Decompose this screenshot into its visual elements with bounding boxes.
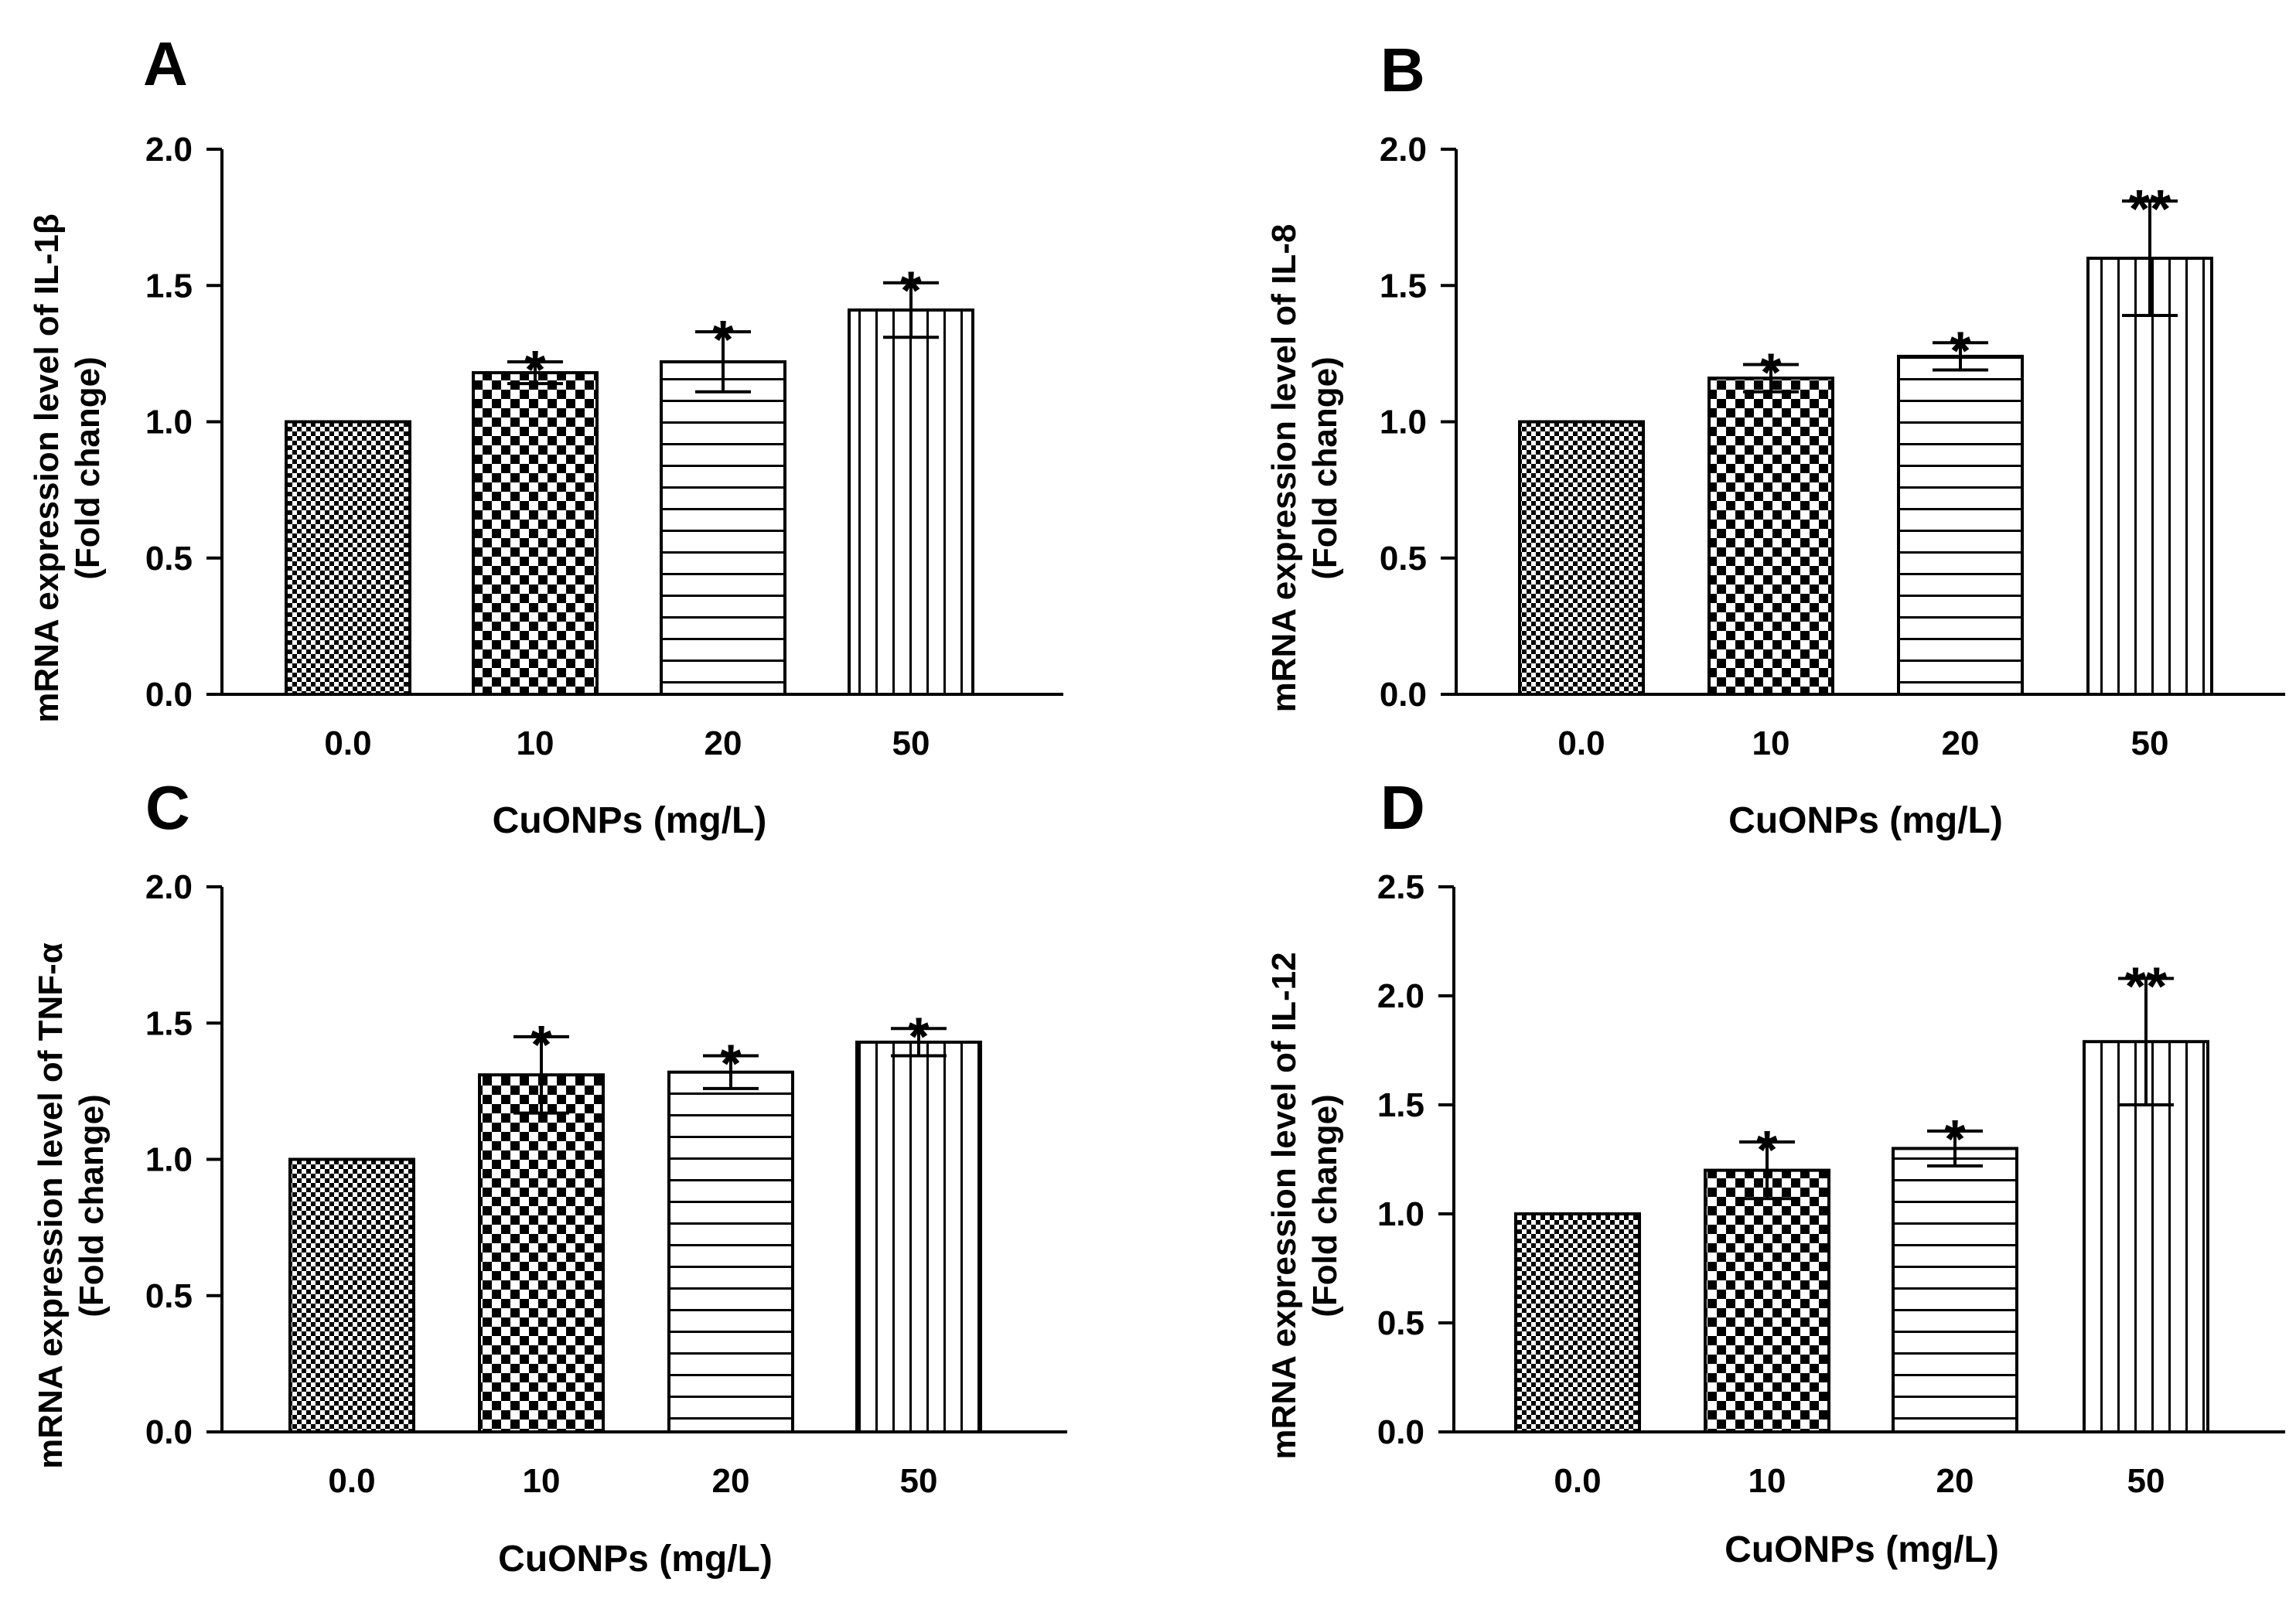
- bar-10: [1708, 377, 1834, 696]
- y-axis-title: mRNA expression level of IL-1β: [28, 213, 66, 723]
- bar-50: [855, 1040, 982, 1434]
- significance-marker: **: [2125, 956, 2168, 1016]
- bar-20: [660, 360, 786, 696]
- bar-10: [472, 371, 599, 696]
- panel-label: D: [1380, 773, 1425, 842]
- significance-marker: *: [720, 1034, 742, 1094]
- y-tick-label: 2.5: [1377, 868, 1424, 906]
- y-tick-label: 2.0: [145, 868, 193, 906]
- bar-50: [2083, 1040, 2209, 1433]
- significance-marker: *: [1756, 1120, 1778, 1180]
- chart-panel-d: D 0.0 0.5 1.0 1.5 2.0 2.5 mRNA expression level…: [1265, 773, 2285, 1570]
- y-axis-title: mRNA expression level of IL-12: [1265, 952, 1303, 1459]
- x-tick-label: 50: [900, 1462, 938, 1500]
- bar-0.0: [288, 1157, 415, 1433]
- y-tick-label: 0.5: [1377, 1304, 1424, 1342]
- y-tick-label: 0.0: [1380, 676, 1427, 714]
- bar-0.0: [1514, 1212, 1641, 1433]
- y-tick-label: 2.0: [1380, 131, 1427, 169]
- x-tick-label: 20: [1936, 1462, 1974, 1500]
- y-tick-label: 0.5: [145, 540, 193, 578]
- x-tick-label: 50: [2131, 724, 2169, 762]
- significance-marker: **: [2129, 179, 2171, 239]
- bar-20: [667, 1070, 794, 1433]
- x-tick-label: 10: [1748, 1462, 1786, 1500]
- y-tick-label: 0.0: [145, 1413, 193, 1451]
- bar-0.0: [1518, 420, 1645, 696]
- x-tick-label: 0.0: [324, 724, 371, 762]
- y-tick-label: 1.0: [1377, 1195, 1424, 1233]
- y-tick-label: 1.5: [1380, 267, 1427, 305]
- significance-marker: *: [531, 1014, 552, 1075]
- bar-50: [848, 308, 974, 696]
- significance-marker: *: [908, 1006, 930, 1066]
- x-tick-label: 10: [1752, 724, 1790, 762]
- chart-panel-a: A 0.0 0.5 1.0 1.5 2.0 mRNA expression level of…: [28, 29, 1063, 841]
- y-axis-subtitle: (Fold change): [1306, 356, 1344, 579]
- bar-20: [1892, 1147, 2018, 1434]
- significance-marker: *: [1950, 320, 1971, 380]
- x-tick-label: 0.0: [1557, 724, 1605, 762]
- x-tick-label: 20: [712, 1462, 750, 1500]
- y-tick-label: 0.0: [1377, 1413, 1424, 1451]
- y-tick-label: 0.0: [145, 676, 193, 714]
- y-axis-title: mRNA expression level of IL-8: [1265, 224, 1303, 713]
- significance-marker: *: [524, 339, 546, 400]
- chart-panel-b: B 0.0 0.5 1.0 1.5 2.0 mRNA expression level of…: [1265, 36, 2285, 841]
- y-tick-label: 1.0: [145, 404, 193, 441]
- y-tick-label: 2.0: [1377, 977, 1424, 1015]
- y-tick-label: 1.0: [1380, 404, 1427, 441]
- x-axis-title: CuONPs (mg/L): [498, 1539, 773, 1580]
- x-tick-label: 10: [523, 1462, 561, 1500]
- significance-marker: *: [900, 261, 922, 321]
- y-tick-label: 0.5: [1380, 540, 1427, 578]
- significance-marker: *: [712, 309, 734, 370]
- y-axis-subtitle: (Fold change): [1306, 1094, 1344, 1317]
- panel-label: A: [143, 29, 188, 98]
- x-tick-label: 0.0: [1554, 1462, 1601, 1500]
- y-tick-label: 2.0: [145, 131, 193, 169]
- y-axis-subtitle: (Fold change): [73, 1094, 111, 1317]
- bar-0.0: [285, 420, 411, 696]
- x-tick-label: 0.0: [328, 1462, 375, 1500]
- panel-label: C: [145, 773, 190, 842]
- bar-20: [1897, 354, 2024, 696]
- x-axis-title: CuONPs (mg/L): [493, 800, 767, 841]
- y-axis-subtitle: (Fold change): [69, 356, 107, 579]
- x-tick-label: 20: [704, 724, 742, 762]
- x-tick-label: 10: [517, 724, 554, 762]
- y-axis-title: mRNA expression level of TNF-α: [32, 942, 70, 1469]
- significance-marker: *: [1944, 1109, 1966, 1169]
- y-tick-label: 1.5: [145, 1004, 193, 1042]
- chart-panel-c: C 0.0 0.5 1.0 1.5 2.0 mRNA expression level of…: [32, 773, 1067, 1580]
- bar-10: [478, 1073, 605, 1433]
- x-tick-label: 50: [2127, 1462, 2165, 1500]
- x-axis-title: CuONPs (mg/L): [1725, 1529, 1999, 1570]
- bar-10: [1704, 1168, 1830, 1433]
- y-tick-label: 1.5: [145, 267, 193, 305]
- panel-label: B: [1380, 36, 1425, 104]
- y-tick-label: 1.5: [1377, 1086, 1424, 1124]
- x-tick-label: 20: [1942, 724, 1980, 762]
- bar-50: [2086, 257, 2213, 696]
- x-tick-label: 50: [892, 724, 930, 762]
- y-tick-label: 1.0: [145, 1141, 193, 1179]
- significance-marker: *: [1760, 342, 1782, 402]
- x-axis-title: CuONPs (mg/L): [1728, 800, 2003, 841]
- y-tick-label: 0.5: [145, 1277, 193, 1315]
